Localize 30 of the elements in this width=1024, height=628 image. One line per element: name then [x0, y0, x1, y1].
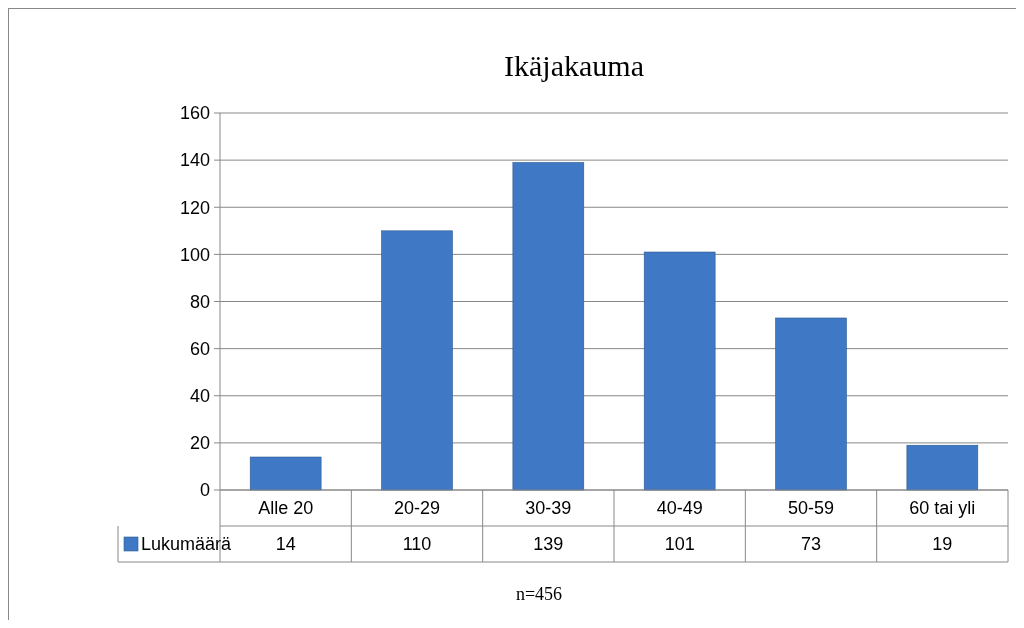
- bar: [249, 456, 322, 491]
- bar: [906, 444, 979, 491]
- chart-title: Ikäjakauma: [504, 49, 644, 82]
- y-tick-label: 60: [189, 338, 210, 359]
- x-tick-label: 20-29: [393, 498, 441, 519]
- bar: [643, 251, 716, 491]
- bar: [775, 317, 847, 491]
- data-label: 101: [664, 534, 695, 555]
- data-label: 73: [800, 534, 822, 555]
- text: n=456: [515, 584, 563, 604]
- x-tick-label: Alle 20: [258, 498, 314, 519]
- data-label: 19: [932, 534, 953, 555]
- y-tick-label: 20: [189, 433, 210, 454]
- y-tick-label: 120: [179, 197, 210, 218]
- data-label: 139: [533, 534, 564, 555]
- x-tick-label: 30-39: [525, 498, 572, 519]
- y-tick-label: 100: [179, 244, 210, 265]
- y-tick-label: 40: [189, 386, 210, 407]
- y-tick-label: 0: [199, 480, 210, 501]
- bar: [512, 162, 585, 491]
- y-tick-label: 80: [189, 291, 210, 312]
- data-label: 110: [402, 534, 432, 555]
- x-tick-label: 50-59: [787, 498, 835, 519]
- data-label: 14: [275, 534, 296, 555]
- x-tick-label: 60 tai yli: [909, 498, 976, 519]
- y-tick-label: 160: [179, 103, 210, 124]
- x-tick-label: 40-49: [656, 498, 703, 519]
- y-tick-label: 140: [179, 150, 210, 171]
- bar: [381, 230, 453, 491]
- legend-label: Lukumäärä: [141, 534, 233, 555]
